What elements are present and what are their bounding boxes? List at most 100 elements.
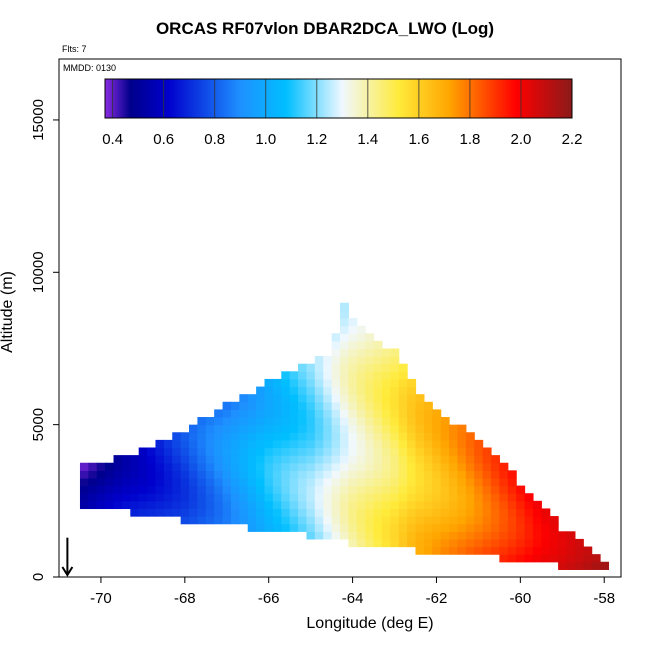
heatmap-cell	[407, 462, 417, 471]
heatmap-cell	[381, 477, 391, 487]
heatmap-cell	[381, 394, 391, 403]
heatmap-cell	[373, 455, 383, 464]
heatmap-cell	[230, 417, 240, 426]
heatmap-cell	[272, 378, 282, 388]
heatmap-cell	[407, 470, 417, 479]
heatmap-cell	[407, 531, 417, 540]
heatmap-cell	[516, 546, 526, 555]
heatmap-cell	[281, 485, 291, 494]
heatmap-cell	[205, 493, 215, 502]
heatmap-cell	[323, 356, 333, 365]
heatmap-cell	[289, 447, 299, 456]
marker-arrow	[61, 537, 74, 577]
heatmap-cell	[340, 378, 349, 388]
heatmap-cell	[214, 500, 224, 510]
heatmap-cell	[96, 493, 106, 502]
heatmap-cell	[247, 417, 257, 426]
heatmap-cell	[323, 516, 333, 525]
heatmap-cell	[331, 470, 341, 479]
heatmap-cell	[289, 378, 299, 388]
heatmap-cell	[256, 439, 266, 449]
heatmap-cell	[381, 516, 391, 525]
heatmap-cell	[147, 470, 157, 479]
heatmap-cell	[306, 523, 316, 532]
heatmap-cell	[356, 417, 366, 426]
heatmap-cell	[306, 516, 316, 525]
heatmap-cell	[365, 394, 375, 403]
heatmap-cell	[558, 554, 568, 563]
heatmap-cell	[189, 477, 198, 487]
heatmap-cell	[138, 447, 148, 456]
heatmap-cell	[482, 531, 492, 540]
heatmap-cell	[214, 447, 224, 456]
heatmap-cell	[189, 447, 198, 456]
heatmap-cell	[432, 508, 442, 517]
y-tick-label: 5000	[30, 408, 47, 441]
heatmap-cell	[591, 554, 601, 563]
heatmap-cell	[449, 455, 459, 464]
heatmap-cell	[323, 500, 333, 510]
heatmap-cell	[390, 432, 400, 441]
heatmap-cell	[365, 432, 375, 441]
heatmap-cell	[474, 455, 484, 464]
heatmap-cell	[373, 409, 383, 418]
heatmap-cell	[423, 424, 433, 433]
heatmap-cell	[222, 477, 232, 487]
heatmap-cell	[314, 439, 324, 449]
heatmap-cell	[281, 470, 291, 479]
heatmap-cell	[331, 417, 341, 426]
heatmap-cell	[432, 455, 442, 464]
colorbar-tick-label: 2.2	[562, 131, 583, 148]
heatmap-cell	[256, 523, 266, 532]
heatmap-cell	[163, 462, 173, 471]
x-axis-label: Longitude (deg E)	[306, 615, 434, 632]
heatmap-cell	[449, 531, 459, 540]
heatmap-cell	[230, 447, 240, 456]
heatmap-cell	[272, 493, 282, 502]
heatmap-cell	[381, 386, 391, 395]
heatmap-cell	[398, 477, 408, 487]
heatmap-cell	[340, 386, 349, 395]
heatmap-cell	[247, 424, 257, 433]
heatmap-cell	[247, 485, 257, 494]
heatmap-cell	[323, 424, 333, 433]
heatmap-cell	[105, 462, 115, 471]
heatmap-cell	[189, 500, 198, 510]
heatmap-cell	[256, 485, 266, 494]
heatmap-cell	[331, 485, 341, 494]
heatmap-cell	[340, 500, 349, 510]
heatmap-cell	[465, 500, 475, 510]
heatmap-cell	[381, 531, 391, 540]
heatmap-cell	[340, 470, 349, 479]
heatmap-cell	[88, 500, 98, 510]
heatmap-cell	[507, 538, 517, 548]
heatmap-cell	[214, 455, 224, 464]
heatmap-cell	[256, 417, 266, 426]
heatmap-cell	[373, 424, 383, 433]
heatmap-cell	[79, 477, 89, 487]
heatmap-cell	[96, 485, 106, 494]
heatmap-cell	[247, 477, 257, 487]
heatmap-cell	[281, 371, 291, 380]
heatmap-cell	[247, 439, 257, 449]
heatmap-cell	[381, 447, 391, 456]
heatmap-cell	[348, 531, 358, 540]
heatmap-cell	[96, 477, 106, 487]
heatmap-cell	[214, 508, 224, 517]
heatmap-cell	[331, 424, 341, 433]
heatmap-cell	[583, 554, 593, 563]
x-tick-label: -70	[90, 590, 112, 607]
heatmap-cell	[340, 447, 349, 456]
heatmap-cell	[415, 531, 425, 540]
heatmap-cell	[306, 500, 316, 510]
heatmap-cell	[222, 470, 232, 479]
heatmap-cell	[516, 508, 526, 517]
heatmap-cell	[272, 523, 282, 532]
heatmap-cell	[490, 538, 500, 548]
heatmap-cell	[449, 432, 459, 441]
heatmap-cell	[340, 508, 349, 517]
heatmap-cell	[373, 432, 383, 441]
heatmap-cell	[356, 333, 366, 342]
heatmap-cell	[348, 508, 358, 517]
heatmap-cell	[264, 409, 274, 418]
